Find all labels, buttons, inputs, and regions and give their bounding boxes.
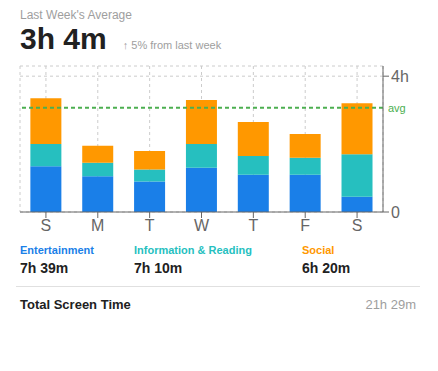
svg-text:T: T bbox=[145, 217, 155, 234]
html-text:Social: Social bbox=[302, 244, 335, 256]
svg-text:0: 0 bbox=[391, 204, 400, 221]
svg-text:4h: 4h bbox=[391, 68, 409, 85]
svg-text:S: S bbox=[41, 217, 52, 234]
html-text:6h 20m: 6h 20m bbox=[302, 260, 351, 276]
svg-text:S: S bbox=[352, 217, 363, 234]
svg-text:T: T bbox=[248, 217, 258, 234]
html-text:7h 10m: 7h 10m bbox=[134, 260, 183, 276]
svg-text:M: M bbox=[91, 217, 104, 234]
html-text:↑ 5% from last week: ↑ 5% from last week bbox=[122, 39, 222, 51]
svg-text:avg: avg bbox=[388, 102, 406, 114]
html-text:Last Week's Average: Last Week's Average bbox=[20, 8, 132, 22]
html-text:21h 29m: 21h 29m bbox=[365, 297, 416, 312]
html-text:Information & Reading: Information & Reading bbox=[134, 244, 252, 256]
svg-text:F: F bbox=[300, 217, 310, 234]
html-text:3h 4m: 3h 4m bbox=[20, 22, 107, 55]
html-text:Total Screen Time: Total Screen Time bbox=[20, 297, 131, 312]
html-text:7h 39m: 7h 39m bbox=[20, 260, 69, 276]
svg-text:W: W bbox=[194, 217, 210, 234]
html-text:Entertainment: Entertainment bbox=[20, 244, 94, 256]
